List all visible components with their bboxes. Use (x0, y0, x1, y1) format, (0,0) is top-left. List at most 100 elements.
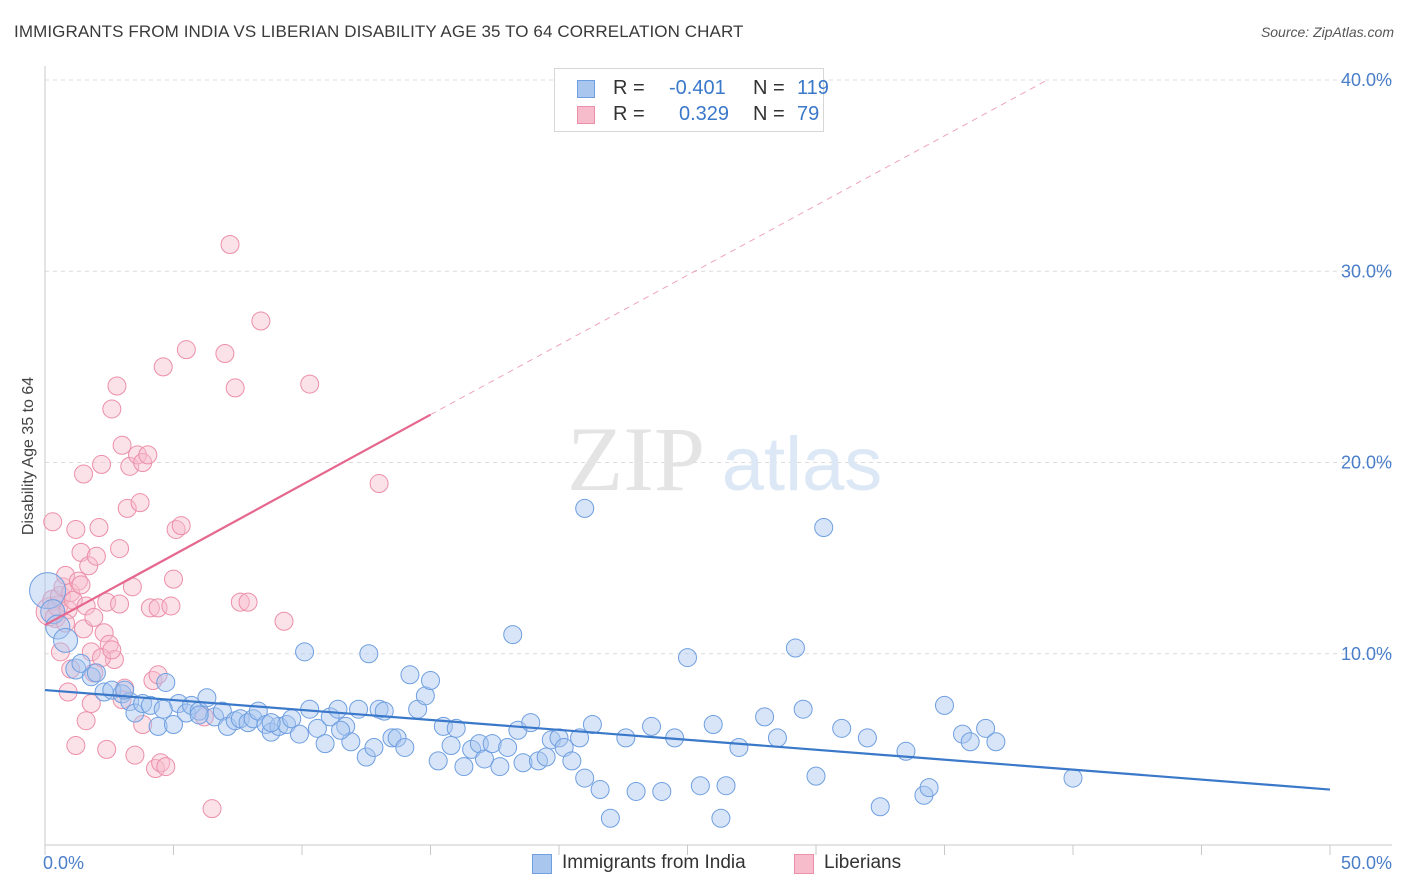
india-point (729, 737, 749, 757)
india-point (148, 716, 168, 736)
liberia-point (125, 745, 145, 765)
liberia-point (102, 399, 122, 419)
india-point (498, 737, 518, 757)
grid-lines (45, 79, 1392, 655)
liberia-point (43, 512, 63, 532)
liberia-point (66, 736, 86, 756)
india-point (986, 732, 1006, 752)
liberians-points (35, 234, 389, 819)
liberia-point (61, 583, 81, 603)
tick-labels: 10.0% 20.0% 30.0% 40.0% 0.0% 50.0% (43, 70, 1392, 873)
india-point (277, 715, 297, 735)
india-point (690, 776, 710, 796)
india-point (454, 757, 474, 777)
india-r-value: -0.401 (669, 77, 726, 99)
axes (44, 66, 1392, 855)
liberia-point (220, 234, 240, 254)
india-point (441, 736, 461, 756)
india-point (153, 699, 173, 719)
india-point (652, 781, 672, 801)
liberia-point (148, 665, 168, 685)
watermark: ZIP atlas (567, 408, 882, 510)
india-point (582, 715, 602, 735)
india-n-value: 119 (797, 77, 829, 99)
india-point (336, 716, 356, 736)
india-point (315, 734, 335, 754)
n-label: N = (753, 77, 785, 99)
liberia-point (156, 757, 176, 777)
liberia-point (225, 378, 245, 398)
india-point (490, 757, 510, 777)
liberia-point (112, 435, 132, 455)
liberia-point (300, 374, 320, 394)
india-point (767, 728, 787, 748)
india-point (711, 808, 731, 828)
liberia-point (369, 474, 389, 494)
liberia-point (110, 594, 130, 614)
liberia-point (120, 456, 140, 476)
india-point (71, 653, 91, 673)
y-tick-label: 20.0% (1341, 453, 1392, 473)
india-point (428, 751, 448, 771)
india-point (642, 716, 662, 736)
liberia-point (153, 357, 173, 377)
india-point (857, 728, 877, 748)
india-point (626, 781, 646, 801)
legend-label-liberia: Liberians (824, 852, 902, 873)
india-point (189, 705, 209, 725)
y-tick-label: 40.0% (1341, 70, 1392, 90)
liberia-point (138, 445, 158, 465)
x-tick-label: 50.0% (1341, 853, 1392, 873)
india-point (328, 699, 348, 719)
india-point (205, 707, 225, 727)
india-point (536, 747, 556, 767)
liberia-point (110, 539, 130, 559)
india-point (562, 751, 582, 771)
liberia-point (140, 598, 160, 618)
india-point (212, 701, 232, 721)
india-point (261, 722, 281, 742)
india-point (295, 642, 315, 662)
liberia-point (107, 376, 127, 396)
india-point (960, 732, 980, 752)
liberia-point (151, 753, 171, 773)
source-note: Source: ZipAtlas.com (1260, 24, 1394, 40)
trend-lines (44, 79, 1331, 791)
liberia-point (230, 592, 250, 612)
india-point (356, 747, 376, 767)
liberia-point (97, 739, 117, 759)
liberia-point (251, 311, 271, 331)
liberia-point (176, 340, 196, 360)
r-label: R = (613, 103, 645, 125)
y-axis-label: Disability Age 35 to 64 (20, 377, 37, 535)
india-point (421, 671, 440, 691)
india-point (755, 707, 775, 727)
liberia-trend-extension (430, 79, 1048, 416)
india-point (616, 728, 636, 748)
india-point (364, 737, 384, 757)
india-point (387, 728, 407, 748)
liberia-point (171, 516, 191, 536)
liberia-point (89, 518, 109, 538)
liberia-point (76, 711, 96, 731)
india-point (870, 797, 890, 817)
india-point (400, 665, 420, 685)
india-point (156, 672, 176, 692)
india-point (164, 715, 183, 735)
india-point (53, 627, 79, 653)
india-point (307, 718, 327, 738)
india-point (806, 766, 826, 786)
india-point (600, 808, 620, 828)
liberia-point (71, 575, 91, 595)
liberia-point (238, 592, 258, 612)
y-tick-label: 10.0% (1341, 644, 1392, 664)
liberia-point (166, 519, 186, 539)
liberia-point (274, 611, 294, 631)
liberia-point (92, 454, 112, 474)
liberia-point (117, 498, 137, 518)
liberia-point (133, 715, 153, 735)
liberia-point (215, 343, 235, 363)
india-point (575, 498, 595, 518)
india-point (81, 667, 101, 687)
